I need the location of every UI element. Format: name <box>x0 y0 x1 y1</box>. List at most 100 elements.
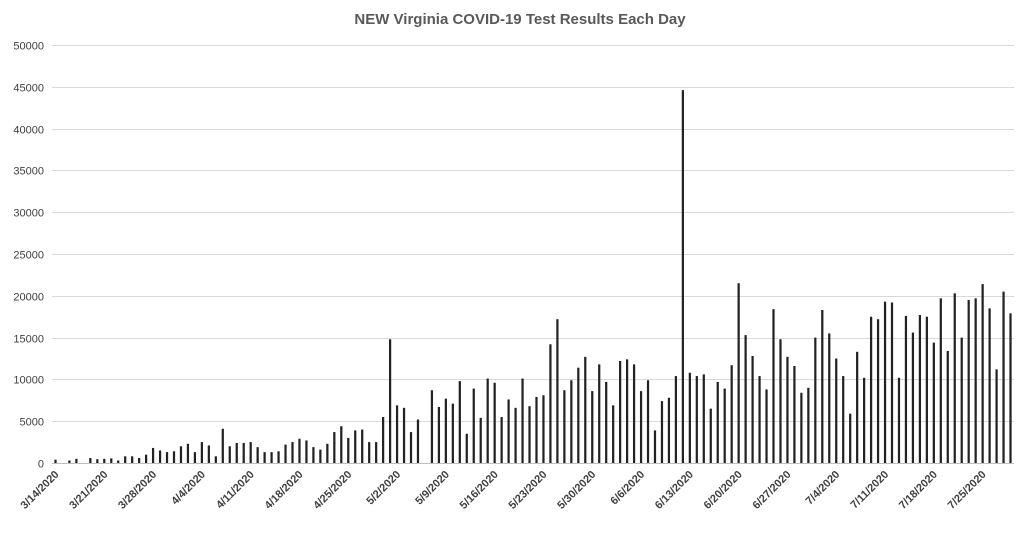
bar <box>842 376 845 463</box>
chart-title: NEW Virginia COVID-19 Test Results Each … <box>354 11 686 28</box>
bar <box>709 408 712 463</box>
x-tick-label: 6/6/2020 <box>608 469 647 508</box>
bar <box>730 365 733 463</box>
y-tick-label: 25000 <box>13 250 44 262</box>
bar <box>883 301 887 463</box>
bar <box>333 432 336 463</box>
bar <box>786 356 789 463</box>
bar <box>946 350 949 463</box>
bar <box>458 381 461 463</box>
bar <box>277 451 280 463</box>
bar <box>563 390 566 463</box>
bar <box>856 351 859 463</box>
bar <box>598 364 601 463</box>
bar <box>695 376 698 463</box>
bar <box>688 372 691 463</box>
x-axis-ticks: 3/14/2020 3/21/2020 3/28/2020 4/4/2020 4/11/… <box>19 469 989 512</box>
bar <box>521 378 524 463</box>
bar <box>939 298 942 463</box>
bar <box>207 445 210 463</box>
bar <box>103 458 106 463</box>
bar <box>354 430 357 463</box>
bar <box>974 298 977 463</box>
x-tick-label: 6/20/2020 <box>702 469 745 512</box>
bar <box>110 458 113 463</box>
x-tick-label: 5/30/2020 <box>555 469 598 512</box>
bar <box>723 388 726 463</box>
bar <box>375 442 378 463</box>
bar <box>653 430 657 463</box>
bar <box>472 388 475 463</box>
bar <box>828 333 831 463</box>
bar <box>151 447 155 463</box>
x-tick-label: 4/11/2020 <box>214 469 257 512</box>
bar <box>144 454 148 463</box>
y-tick-label: 40000 <box>13 125 44 137</box>
bar <box>960 337 963 463</box>
bar <box>556 319 559 463</box>
x-tick-label: 6/13/2020 <box>653 469 696 512</box>
bar <box>863 377 866 463</box>
bar <box>500 417 503 463</box>
bar <box>591 391 594 463</box>
bar <box>849 413 852 463</box>
x-tick-label: 5/2/2020 <box>364 469 403 508</box>
bar <box>814 337 817 463</box>
bar <box>186 443 190 463</box>
bar <box>876 319 880 463</box>
bar <box>437 406 441 463</box>
x-tick-label: 4/4/2020 <box>169 469 208 508</box>
bar <box>312 447 315 463</box>
bar <box>619 361 622 463</box>
bar <box>54 459 57 463</box>
bar <box>68 460 71 463</box>
y-tick-label: 10000 <box>13 375 44 387</box>
x-tick-label: 7/4/2020 <box>804 469 843 508</box>
bar <box>235 442 238 463</box>
bar <box>577 367 580 463</box>
bar <box>451 403 454 463</box>
x-tick-label: 4/18/2020 <box>263 469 306 512</box>
x-tick-label: 4/25/2020 <box>311 469 354 512</box>
bar <box>758 376 761 463</box>
bar <box>646 380 650 463</box>
bar <box>409 432 413 463</box>
bar <box>395 405 399 463</box>
bar <box>737 283 740 463</box>
bar <box>890 302 894 463</box>
bar <box>382 417 385 463</box>
x-tick-label: 5/23/2020 <box>506 469 549 512</box>
bar <box>932 342 935 463</box>
bar <box>179 446 183 463</box>
bar <box>486 378 489 463</box>
y-tick-label: 45000 <box>13 83 44 95</box>
bar <box>291 442 294 463</box>
bar <box>319 449 322 463</box>
bar <box>925 316 928 463</box>
bar <box>270 452 273 463</box>
bar <box>249 442 252 463</box>
y-tick-label: 20000 <box>13 292 44 304</box>
y-tick-label: 50000 <box>13 41 44 53</box>
bar <box>493 382 496 463</box>
x-tick-label: 3/28/2020 <box>116 469 159 512</box>
bar <box>981 284 984 463</box>
y-tick-label: 35000 <box>13 166 44 178</box>
bar <box>911 332 915 463</box>
bar <box>681 90 684 463</box>
bar <box>193 452 197 463</box>
bar <box>340 426 343 463</box>
bar <box>953 293 956 463</box>
bar <box>765 389 768 463</box>
bar <box>612 405 615 463</box>
bar <box>507 399 510 463</box>
bar <box>702 374 705 463</box>
y-tick-label: 15000 <box>13 334 44 346</box>
bar <box>89 457 92 463</box>
bar <box>800 392 803 463</box>
x-tick-label: 7/11/2020 <box>848 469 891 512</box>
bar <box>444 398 447 463</box>
y-axis-ticks: 0 5000 10000 15000 20000 25000 30000 35000 40000… <box>13 41 44 471</box>
bar <box>639 391 643 463</box>
bar <box>660 401 664 463</box>
